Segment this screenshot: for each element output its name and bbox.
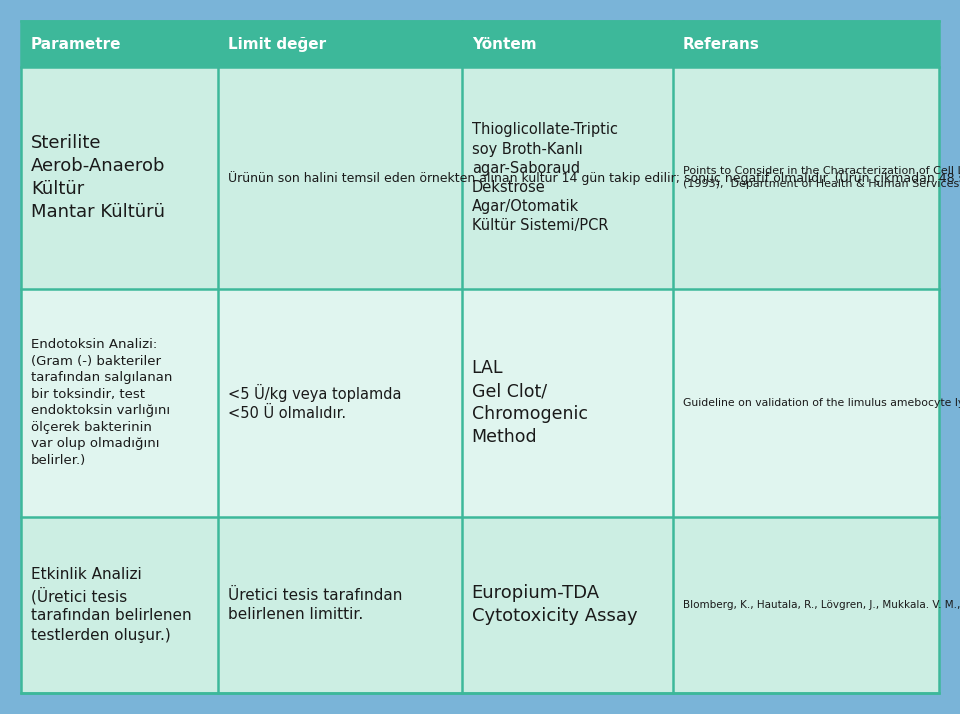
Bar: [462, 517, 673, 693]
Text: Etkinlik Analizi
(Üretici tesis
tarafından belirlenen
testlerden oluşur.): Etkinlik Analizi (Üretici tesis tarafınd…: [31, 567, 192, 643]
Bar: [462, 67, 673, 288]
Text: Endotoksin Analizi:
(Gram (-) bakteriler
tarafından salgılanan
bir toksindir, te: Endotoksin Analizi: (Gram (-) bakteriler…: [31, 338, 173, 467]
Bar: [462, 21, 673, 67]
Text: Points to Consider in the Characterization of Cell Lines Used to Produce Biologi: Points to Consider in the Characterizati…: [683, 166, 960, 189]
Bar: [219, 517, 462, 693]
Bar: [462, 288, 673, 517]
Text: Limit değer: Limit değer: [228, 36, 326, 51]
Text: Blomberg, K., Hautala, R., Lövgren, J., Mukkala. V. M., Lindqvist, C., Akerman, : Blomberg, K., Hautala, R., Lövgren, J., …: [683, 600, 960, 610]
Text: Europium-TDA
Cytotoxicity Assay: Europium-TDA Cytotoxicity Assay: [471, 584, 637, 625]
Bar: [219, 67, 462, 288]
Bar: [21, 67, 219, 288]
Text: Ürünün son halini temsil eden örnekten alınan kültür 14 gün takip edilir; sonuç : Ürünün son halini temsil eden örnekten a…: [228, 171, 960, 185]
Bar: [673, 67, 939, 288]
Bar: [219, 288, 462, 517]
Text: Parametre: Parametre: [31, 36, 122, 51]
Bar: [673, 288, 939, 517]
Text: Yöntem: Yöntem: [471, 36, 537, 51]
Bar: [21, 288, 219, 517]
Text: LAL
Gel Clot/
Chromogenic
Method: LAL Gel Clot/ Chromogenic Method: [471, 359, 588, 446]
Text: Sterilite
Aerob-Anaerob
Kültür
Mantar Kültürü: Sterilite Aerob-Anaerob Kültür Mantar Kü…: [31, 134, 166, 221]
Text: Thioglicollate-Triptic
soy Broth-Kanlı
agar-Saboraud
Dekstrose
Agar/Otomatik
Kül: Thioglicollate-Triptic soy Broth-Kanlı a…: [471, 122, 617, 233]
Text: <5 Ü/kg veya toplamda
<50 Ü olmalıdır.: <5 Ü/kg veya toplamda <50 Ü olmalıdır.: [228, 384, 402, 421]
Bar: [673, 517, 939, 693]
Text: Guideline on validation of the limulus amebocyte lysate test as an end-product e: Guideline on validation of the limulus a…: [683, 398, 960, 408]
Bar: [21, 517, 219, 693]
Bar: [219, 21, 462, 67]
Text: Üretici tesis tarafından
belirlenen limittir.: Üretici tesis tarafından belirlenen limi…: [228, 588, 403, 622]
Bar: [673, 21, 939, 67]
Bar: [21, 21, 219, 67]
Text: Referans: Referans: [683, 36, 759, 51]
